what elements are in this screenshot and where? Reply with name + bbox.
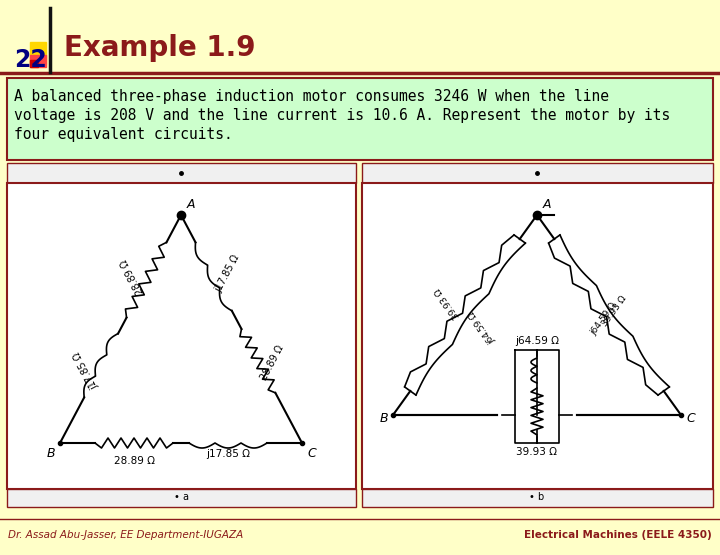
Text: 39.93 Ω: 39.93 Ω <box>434 286 462 320</box>
Text: Electrical Machines (EELE 4350): Electrical Machines (EELE 4350) <box>524 530 712 540</box>
Bar <box>7 163 356 183</box>
Text: j17.85 Ω: j17.85 Ω <box>206 449 250 459</box>
Text: A: A <box>187 198 196 211</box>
Text: 22: 22 <box>14 48 47 72</box>
Text: Example 1.9: Example 1.9 <box>64 34 256 62</box>
Text: C: C <box>686 412 695 426</box>
Bar <box>362 489 713 507</box>
Text: j17.85 Ω: j17.85 Ω <box>72 350 100 391</box>
Text: four equivalent circuits.: four equivalent circuits. <box>14 127 233 142</box>
Text: j64.59 Ω: j64.59 Ω <box>515 336 559 346</box>
Text: 39.93 Ω: 39.93 Ω <box>600 294 629 328</box>
Bar <box>7 183 356 489</box>
Text: 28.89 Ω: 28.89 Ω <box>259 344 286 382</box>
Text: j17.85 Ω: j17.85 Ω <box>214 253 242 294</box>
Bar <box>7 489 356 507</box>
Bar <box>30 55 46 67</box>
Bar <box>362 183 713 489</box>
Text: C: C <box>307 447 316 460</box>
Text: Dr. Assad Abu-Jasser, EE Department-IUGAZA: Dr. Assad Abu-Jasser, EE Department-IUGA… <box>8 530 243 540</box>
Text: A: A <box>543 198 552 211</box>
Text: 39.93 Ω: 39.93 Ω <box>516 447 557 457</box>
Text: B: B <box>46 447 55 460</box>
Text: 28.89 Ω: 28.89 Ω <box>120 258 146 296</box>
Text: B: B <box>379 412 388 426</box>
Text: • b: • b <box>529 492 544 502</box>
Bar <box>7 78 713 160</box>
Bar <box>362 163 713 183</box>
Bar <box>30 42 46 64</box>
Text: j64.59 Ω: j64.59 Ω <box>588 301 618 337</box>
Bar <box>30 60 38 67</box>
Text: 28.89 Ω: 28.89 Ω <box>114 456 155 466</box>
Text: voltage is 208 V and the line current is 10.6 A. Represent the motor by its: voltage is 208 V and the line current is… <box>14 108 670 123</box>
Text: A balanced three-phase induction motor consumes 3246 W when the line: A balanced three-phase induction motor c… <box>14 89 609 104</box>
Text: j64.59 Ω: j64.59 Ω <box>467 309 497 345</box>
Text: • a: • a <box>174 492 189 502</box>
